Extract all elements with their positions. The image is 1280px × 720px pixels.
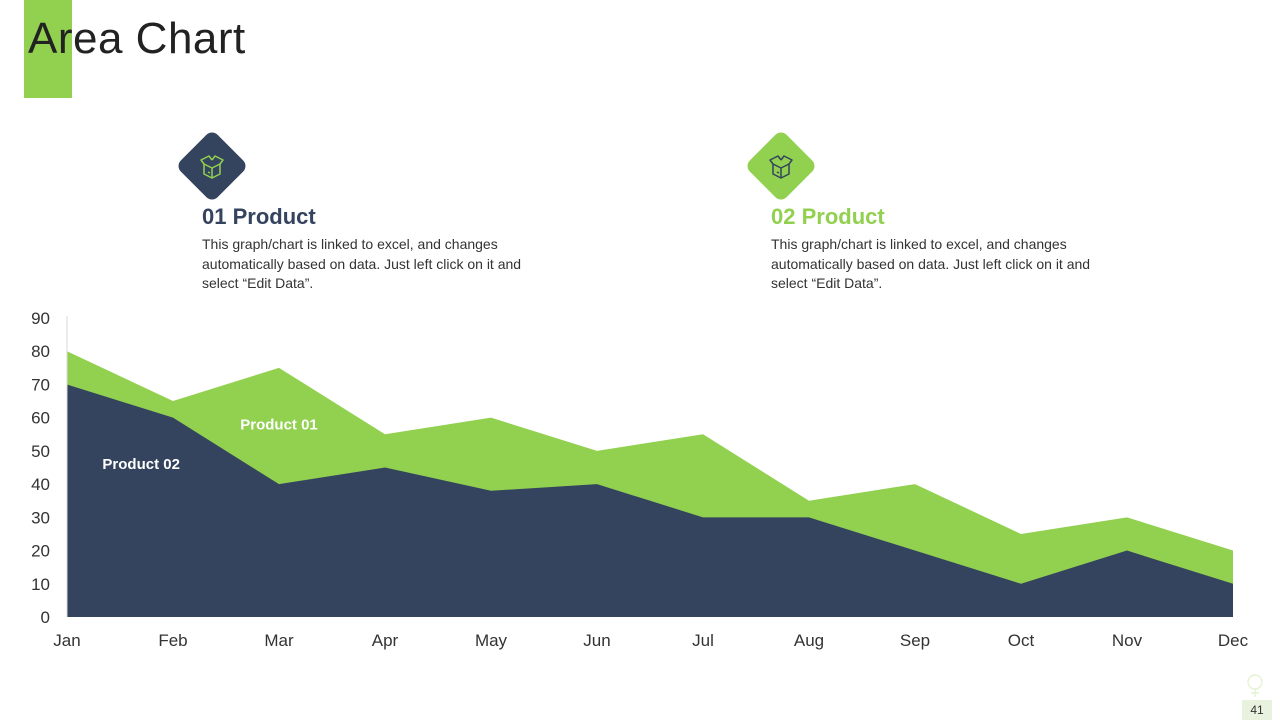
x-tick-label: May: [475, 631, 508, 650]
product-02-heading: 02 Product: [771, 204, 885, 229]
y-tick-label: 50: [31, 442, 50, 461]
slide-title: Area Chart: [28, 14, 246, 63]
y-tick-label: 70: [31, 375, 50, 394]
area-chart: 0 10 20 30 40 50 60 70 80 90 Jan Feb Mar Apr May Jun Jul…: [31, 309, 1249, 650]
page-number: 41: [1242, 700, 1272, 720]
x-tick-label: Jan: [53, 631, 80, 650]
leaf-icon: [1247, 674, 1263, 697]
x-tick-label: Mar: [264, 631, 294, 650]
series-label: Product 02: [102, 456, 180, 473]
y-tick-label: 90: [31, 309, 50, 328]
box-icon: [769, 155, 793, 179]
y-tick-label: 80: [31, 342, 50, 361]
title-accent-bar: [24, 0, 72, 98]
series-label: Product 01: [240, 416, 318, 433]
y-tick-label: 10: [31, 575, 50, 594]
y-tick-label: 60: [31, 409, 50, 428]
x-tick-label: Dec: [1218, 631, 1249, 650]
x-tick-label: Feb: [158, 631, 187, 650]
x-tick-label: Apr: [372, 631, 399, 650]
x-tick-label: Jul: [692, 631, 714, 650]
box-icon: [200, 155, 224, 179]
y-tick-label: 40: [31, 475, 50, 494]
x-tick-label: Jun: [583, 631, 610, 650]
product-01-description: This graph/chart is linked to excel, and…: [202, 236, 522, 291]
x-tick-label: Oct: [1008, 631, 1035, 650]
y-tick-label: 30: [31, 508, 50, 527]
product-01-heading: 01 Product: [202, 204, 316, 229]
product-02-description: This graph/chart is linked to excel, and…: [771, 236, 1091, 291]
x-tick-label: Nov: [1112, 631, 1143, 650]
x-tick-label: Sep: [900, 631, 930, 650]
y-tick-label: 0: [41, 608, 50, 627]
y-tick-label: 20: [31, 542, 50, 561]
x-tick-label: Aug: [794, 631, 824, 650]
